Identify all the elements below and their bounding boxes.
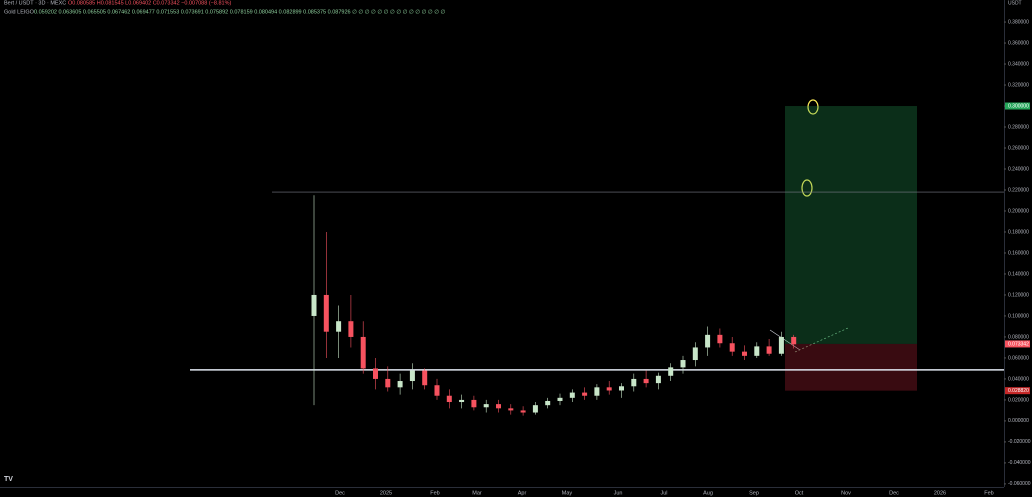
x-tick-label: Jun	[614, 490, 623, 496]
candle-body	[459, 399, 465, 403]
y-tick-label: 0.360000	[1008, 40, 1029, 46]
x-tick-label: Nov	[841, 490, 851, 496]
ohlc: O0.080585 H0.081545 L0.069402 C0.073342 …	[68, 0, 231, 6]
y-tick-label: 0.200000	[1008, 208, 1029, 214]
y-tick-label: -0.060000	[1008, 481, 1031, 487]
y-tick-label: 0.040000	[1008, 376, 1029, 382]
x-tick-label: Dec	[335, 490, 345, 496]
y-tick-label: 0.240000	[1008, 166, 1029, 172]
candle-body	[397, 381, 403, 388]
candle-body	[360, 336, 366, 369]
y-tick-label: 0.120000	[1008, 292, 1029, 298]
candle-body	[594, 387, 600, 396]
indicator-values: 0.059202 0.063605 0.065505 0.067462 0.06…	[34, 8, 446, 15]
x-tick-label: Sep	[749, 490, 759, 496]
y-tick-label: 0.260000	[1008, 145, 1029, 151]
candle-body	[606, 387, 612, 391]
trendline	[769, 329, 801, 351]
price-label: 0.028820	[1008, 388, 1029, 394]
candle-body	[569, 392, 575, 398]
y-tick-label: 0.220000	[1008, 187, 1029, 193]
y-tick-label: 0.340000	[1008, 61, 1029, 67]
y-tick-label: 0.080000	[1008, 334, 1029, 340]
y-tick-label: 0.280000	[1008, 124, 1029, 130]
y-tick-label: 0.160000	[1008, 250, 1029, 256]
candle-body	[692, 347, 698, 361]
candle-body	[532, 405, 538, 413]
profit-zone	[785, 106, 917, 344]
candle-body	[545, 400, 551, 406]
y-tick-label: -0.040000	[1008, 460, 1031, 466]
candle-body	[434, 385, 440, 396]
x-tick-label: Mar	[472, 490, 482, 496]
candle-body	[766, 346, 772, 354]
x-tick-label: Feb	[430, 490, 439, 496]
candle-body	[705, 334, 711, 348]
candle-body	[496, 404, 501, 409]
x-tick-label: 2025	[380, 490, 392, 496]
candle-body	[729, 343, 735, 352]
x-tick-label: Aug	[703, 490, 713, 496]
drawing	[807, 99, 819, 115]
y-tick-label: 0.320000	[1008, 82, 1029, 88]
candle-body	[385, 378, 391, 388]
candle-body	[754, 346, 760, 356]
y-tick-label: 0.000000	[1008, 418, 1029, 424]
price-label: 0.300000	[1008, 103, 1029, 109]
logo: TV	[4, 476, 13, 483]
x-tick-label: Feb	[984, 490, 993, 496]
candle-body	[520, 410, 526, 413]
candle-body	[422, 370, 428, 386]
candle-body	[348, 321, 354, 337]
x-tick-label: Jul	[660, 490, 667, 496]
symbol: Bert / USDT · 3D · MEXC	[4, 0, 66, 6]
candle-body	[557, 397, 563, 401]
candle-body	[680, 360, 686, 368]
candle-body	[508, 408, 514, 411]
y-tick-label: 0.180000	[1008, 229, 1029, 235]
currency: USDT	[1008, 0, 1022, 6]
y-tick-label: 0.100000	[1008, 313, 1029, 319]
candle-body	[717, 334, 723, 344]
candle-body	[742, 351, 747, 356]
candle-body	[409, 370, 415, 382]
candle-body	[446, 395, 452, 403]
drawing	[801, 179, 813, 197]
candle-body	[471, 399, 477, 408]
candle-body	[631, 378, 637, 387]
x-tick-label: May	[562, 490, 573, 496]
y-tick-label: 0.060000	[1008, 355, 1029, 361]
candle-body	[778, 336, 784, 354]
x-tick-label: Dec	[889, 490, 899, 496]
price-label-bg	[1005, 340, 1030, 348]
x-tick-label: Oct	[795, 490, 804, 496]
candle-body	[483, 404, 489, 408]
candle-body	[311, 294, 317, 316]
candle-body	[336, 321, 342, 332]
candle-body	[582, 392, 588, 396]
candle-body	[668, 367, 674, 376]
projection	[794, 327, 849, 353]
y-tick-label: 0.020000	[1008, 397, 1029, 403]
candle-body	[655, 375, 661, 384]
candle-body	[643, 378, 649, 384]
x-tick-label: Apr	[518, 490, 527, 496]
indicator-name: Gold LEIGO	[4, 9, 35, 15]
y-tick-label: -0.020000	[1008, 439, 1031, 445]
candle-body	[791, 336, 797, 345]
candle-body	[619, 386, 624, 391]
price-label-bg	[1005, 102, 1030, 110]
y-tick-label: 0.140000	[1008, 271, 1029, 277]
x-tick-label: 2026	[934, 490, 946, 496]
price-label-bg	[1005, 387, 1030, 395]
candle-body	[373, 368, 378, 379]
loss-zone	[785, 343, 917, 391]
candle-body	[323, 294, 329, 332]
price-label: 0.073342	[1008, 341, 1029, 347]
y-tick-label: 0.380000	[1008, 19, 1029, 25]
